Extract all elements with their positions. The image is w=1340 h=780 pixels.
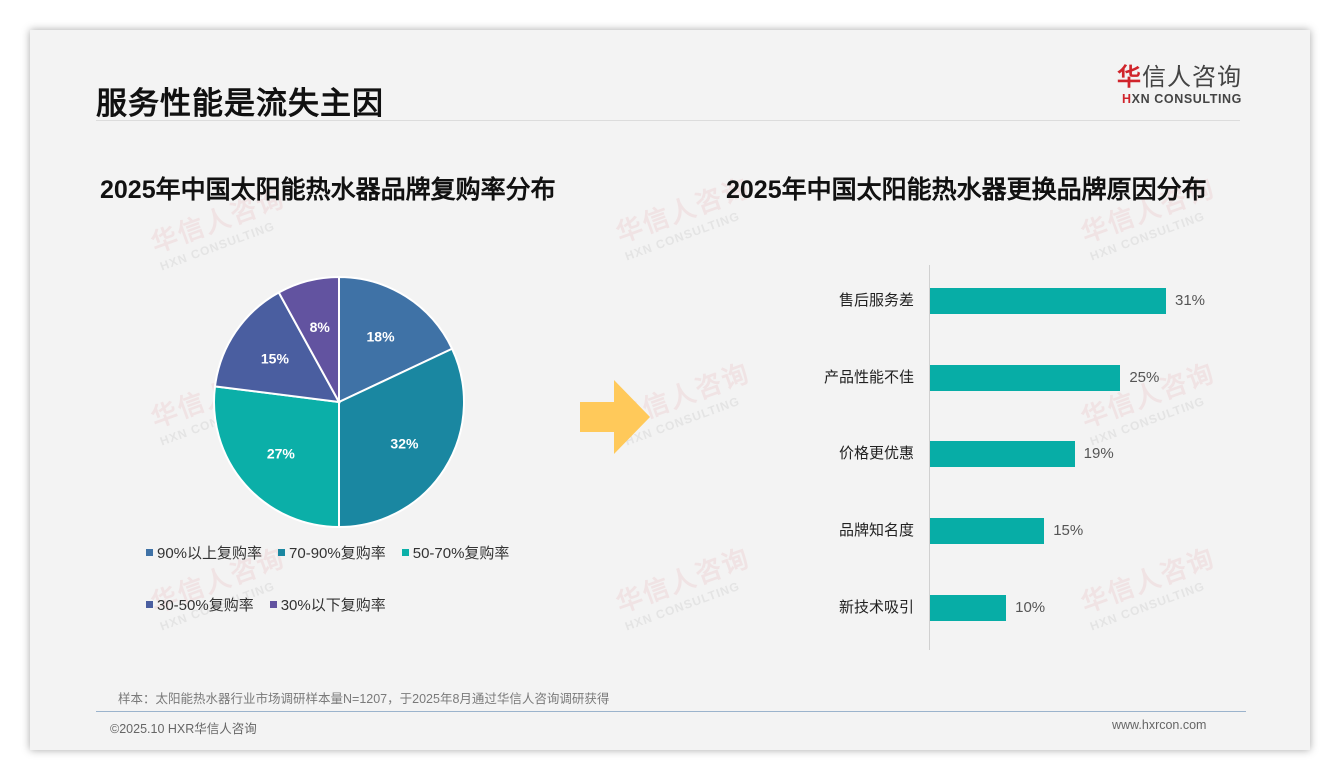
legend-item: 30%以下复购率 [269,594,386,615]
bar-row: 售后服务差 31% [800,288,1280,314]
bar-value-label: 19% [1083,445,1114,462]
pie-slice-label: 27% [267,445,296,461]
logo-cn: 华信人咨询 [1117,64,1242,91]
pie-slice [213,291,341,404]
bar [930,518,1045,544]
footer-website: www.hxrcon.com [1112,718,1207,732]
slide: 华信人咨询 HXN CONSULTING 华信人咨询 HXN CONSULTING … [30,30,1310,750]
arrow-right-icon [580,380,650,461]
bar [930,365,1121,391]
bar-category-label: 品牌知名度 [838,522,914,539]
legend-swatch [146,549,153,556]
pie-slice-label: 32% [390,436,419,452]
bar-row: 产品性能不佳 25% [800,365,1280,391]
bar-value-label: 10% [1015,599,1046,616]
bar-value-label: 31% [1175,292,1206,309]
legend-swatch [269,601,277,608]
legend-item: 30-50%复购率 [146,594,254,615]
legend-item: 90%以上复购率 [146,542,262,563]
bar [930,441,1075,467]
bar-value-label: 15% [1053,522,1084,539]
legend-label: 30%以下复购率 [280,597,386,614]
footer-divider [96,711,1246,712]
pie-slice [213,385,340,529]
legend-label: 90%以上复购率 [157,545,263,562]
pie-slice [277,275,340,403]
bar-category-label: 新技术吸引 [838,599,914,616]
page-title: 服务性能是流失主因 [96,86,384,121]
bar-row: 价格更优惠 19% [800,441,1280,467]
bar-category-label: 价格更优惠 [838,445,914,462]
pie-legend: 90%以上复购率 70-90%复购率 50-70%复购率 30-50%复购率 30%以… [146,542,586,646]
bar-category-label: 产品性能不佳 [823,369,914,386]
legend-swatch [401,549,409,556]
sample-note: 样本：太阳能热水器行业市场调研样本量N=1207，于2025年8月通过华信人咨询… [118,692,610,706]
legend-label: 30-50%复购率 [157,597,254,614]
pie-slice [338,347,465,529]
footer-copyright: ©2025.10 HXR华信人咨询 [110,722,257,736]
pie-slice-label: 15% [261,350,290,366]
bar [930,288,1166,314]
pie-slice-label: 18% [367,329,396,345]
logo-en: HXN CONSULTING [1122,92,1242,106]
bar-row: 品牌知名度 15% [800,518,1280,544]
legend-item: 50-70%复购率 [401,542,510,563]
legend-swatch [278,549,286,556]
pie-slice-label: 8% [310,319,331,335]
legend-swatch [146,601,153,608]
bar-axis-line [929,265,930,650]
bar-chart: 售后服务差 31% 产品性能不佳 25% 价格更优惠 19% 品牌知名度 15% 新技术吸引 10… [800,265,1280,650]
bar-category-label: 售后服务差 [838,292,914,309]
pie-chart-title: 2025年中国太阳能热水器品牌复购率分布 [100,176,556,204]
title-divider [96,120,1240,121]
bar-value-label: 25% [1129,369,1160,386]
pie-chart: 18% 32% 27% 15% 8% [212,275,466,529]
bar [930,595,1007,621]
bar-row: 新技术吸引 10% [800,595,1280,621]
pie-slice [338,275,454,404]
legend-item: 70-90%复购率 [278,542,386,563]
legend-label: 50-70%复购率 [412,545,510,562]
legend-label: 70-90%复购率 [289,545,386,562]
bar-chart-title: 2025年中国太阳能热水器更换品牌原因分布 [726,176,1207,204]
brand-logo: 华信人咨询 HXN CONSULTING [1110,64,1242,106]
